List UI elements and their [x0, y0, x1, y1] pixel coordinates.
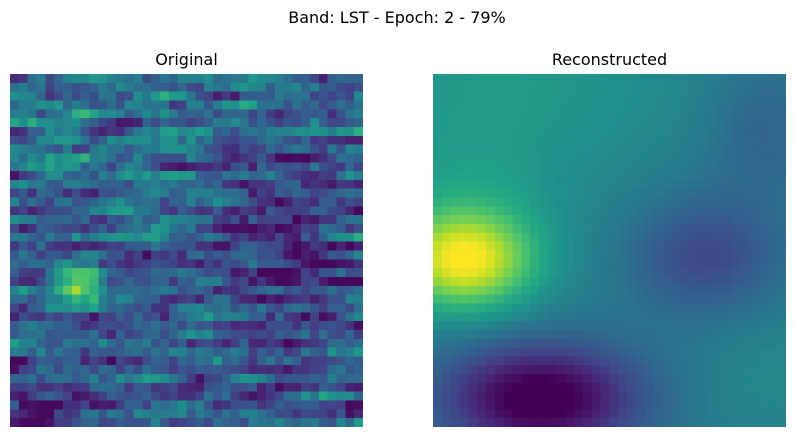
original-title: Original: [155, 50, 218, 69]
original-panel: Original: [10, 50, 363, 427]
original-heatmap: [10, 74, 363, 427]
reconstructed-panel: Reconstructed: [433, 50, 786, 427]
reconstructed-title: Reconstructed: [551, 50, 668, 69]
figure-title: Band: LST - Epoch: 2 - 79%: [288, 8, 506, 27]
reconstructed-heatmap: [433, 74, 786, 427]
